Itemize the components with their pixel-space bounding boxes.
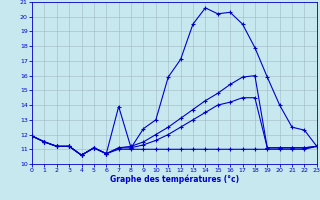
X-axis label: Graphe des températures (°c): Graphe des températures (°c) xyxy=(110,175,239,184)
